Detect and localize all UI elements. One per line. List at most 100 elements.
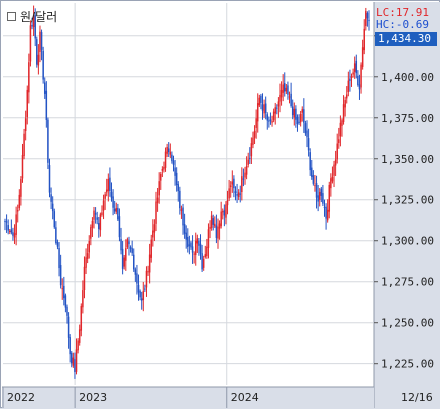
candle-body bbox=[225, 204, 227, 218]
y-tick-label: 1,375.00 bbox=[381, 112, 434, 125]
plot-area bbox=[2, 2, 373, 386]
candle-body bbox=[223, 210, 226, 216]
candle-body bbox=[187, 236, 189, 248]
candle-body bbox=[156, 197, 159, 203]
candle-body bbox=[91, 220, 94, 228]
candle-body bbox=[179, 190, 181, 209]
candle-body bbox=[185, 232, 187, 240]
y-tick-label: 1,225.00 bbox=[381, 358, 434, 371]
candle-body bbox=[16, 210, 19, 212]
candle-body bbox=[12, 232, 14, 236]
candle-body bbox=[256, 103, 259, 122]
candle-body bbox=[53, 211, 56, 228]
y-axis-ticks: 1,425.001,400.001,375.001,350.001,325.00… bbox=[374, 30, 434, 371]
candle-body bbox=[145, 270, 148, 288]
candle-body bbox=[261, 104, 264, 111]
candle-body bbox=[177, 184, 180, 192]
candle-body bbox=[260, 95, 262, 103]
candle-body bbox=[163, 166, 165, 170]
candle-body bbox=[126, 239, 129, 248]
candle-body bbox=[107, 178, 110, 191]
candle-body bbox=[120, 238, 122, 251]
candle-body bbox=[82, 290, 84, 308]
candle-body bbox=[102, 200, 105, 211]
candle-body bbox=[290, 93, 292, 106]
candle-body bbox=[342, 104, 345, 122]
candle-body bbox=[215, 225, 218, 238]
candle-body bbox=[331, 176, 334, 182]
candle-body bbox=[334, 159, 337, 166]
candle-body bbox=[39, 31, 41, 53]
x-axis-ticks: 2022 2023 2024 12/16 bbox=[2, 387, 433, 408]
candle-body bbox=[194, 240, 197, 256]
candle-body bbox=[74, 359, 76, 373]
candle-body bbox=[309, 152, 311, 171]
candle-body bbox=[113, 208, 116, 212]
candle-body bbox=[13, 233, 16, 238]
candle-body bbox=[233, 178, 235, 189]
candle-body bbox=[109, 177, 111, 192]
candle-body bbox=[118, 216, 121, 238]
candle-body bbox=[323, 206, 326, 208]
candle-body bbox=[51, 203, 54, 212]
candle-body bbox=[333, 164, 335, 176]
candle-body bbox=[222, 211, 224, 213]
candle-body bbox=[112, 196, 114, 208]
candle-body bbox=[345, 94, 348, 99]
candle-body bbox=[85, 257, 87, 268]
candle-body bbox=[5, 221, 8, 223]
candle-body bbox=[236, 194, 238, 196]
candle-body bbox=[153, 224, 156, 233]
candle-body bbox=[198, 240, 200, 246]
candle-body bbox=[360, 64, 362, 88]
candle-body bbox=[64, 295, 67, 308]
candle-body bbox=[212, 218, 214, 225]
candle-body bbox=[322, 193, 324, 204]
candle-body bbox=[296, 116, 299, 124]
candle-body bbox=[133, 254, 135, 270]
candle-body bbox=[9, 230, 11, 232]
candle-body bbox=[24, 118, 27, 131]
y-tick-label: 1,325.00 bbox=[381, 194, 434, 207]
candle-body bbox=[355, 60, 358, 74]
candle-body bbox=[182, 207, 184, 226]
candle-body bbox=[98, 223, 100, 229]
candle-body bbox=[32, 15, 35, 28]
candle-body bbox=[104, 194, 106, 199]
candle-body bbox=[167, 148, 170, 153]
candle-body bbox=[253, 130, 256, 138]
candle-body bbox=[353, 63, 356, 72]
candle-body bbox=[258, 97, 261, 106]
legend[interactable]: 원/달러 bbox=[7, 8, 57, 25]
candle-body bbox=[71, 352, 73, 364]
candle-body bbox=[43, 82, 46, 94]
candle-body bbox=[276, 107, 278, 109]
y-tick-label: 1,275.00 bbox=[381, 276, 434, 289]
candle-body bbox=[357, 75, 359, 85]
candle-body bbox=[250, 143, 253, 157]
candle-body bbox=[161, 168, 164, 171]
candle-body bbox=[268, 120, 270, 122]
candle-body bbox=[42, 50, 44, 80]
candle-body bbox=[175, 172, 178, 186]
candle-body bbox=[147, 271, 149, 273]
candle-body bbox=[368, 19, 370, 22]
candle-body bbox=[249, 157, 251, 159]
candle-body bbox=[123, 257, 125, 267]
candle-body bbox=[140, 298, 143, 301]
candle-body bbox=[115, 208, 118, 212]
candle-body bbox=[330, 178, 332, 189]
candle-body bbox=[284, 82, 286, 92]
candle-body bbox=[86, 253, 89, 259]
candle-body bbox=[172, 160, 175, 165]
candle-body bbox=[180, 208, 183, 212]
candle-body bbox=[166, 146, 168, 154]
candle-body bbox=[295, 108, 297, 120]
candle-body bbox=[28, 62, 30, 93]
candle-body bbox=[277, 101, 280, 107]
candle-body bbox=[148, 254, 151, 273]
candle-body bbox=[349, 78, 351, 81]
candle-body bbox=[328, 184, 331, 212]
candle-body bbox=[247, 159, 249, 165]
